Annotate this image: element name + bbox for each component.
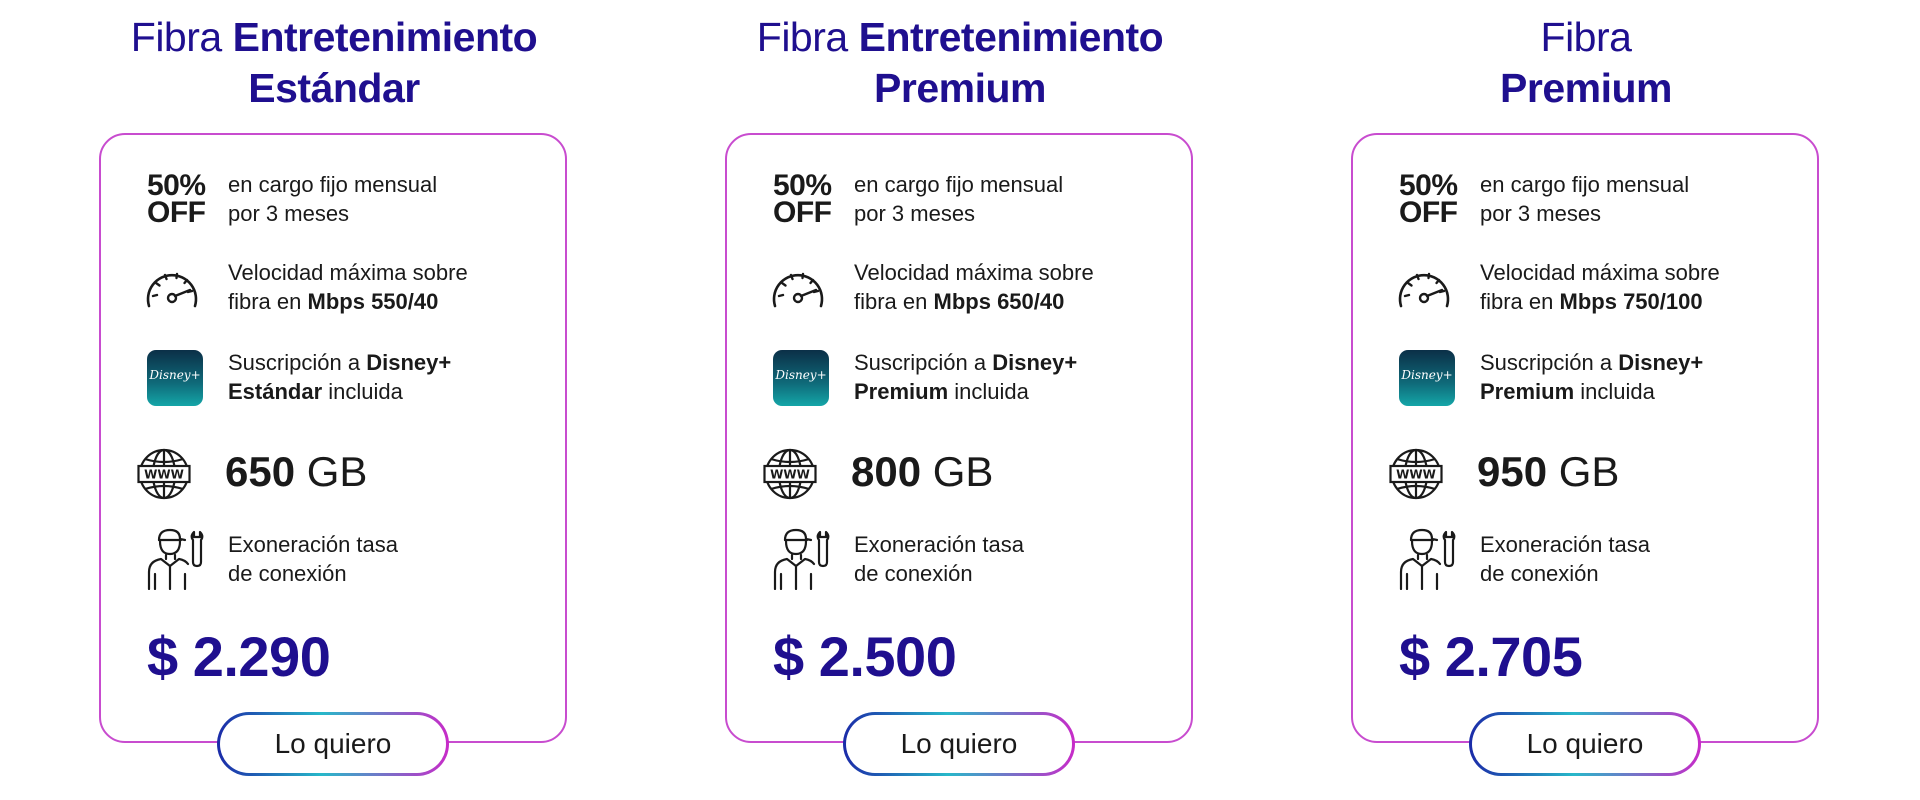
speedometer-icon bbox=[1398, 272, 1450, 308]
technician-icon bbox=[773, 528, 830, 590]
globe-www-icon: WWW bbox=[763, 448, 817, 500]
speed-value: Mbps 650/40 bbox=[933, 289, 1065, 314]
plan-card-entretenimiento-premium: Fibra Entretenimiento Premium 50% OFF en… bbox=[725, 0, 1195, 800]
waiver-text: Exoneración tasa de conexión bbox=[228, 532, 398, 586]
price: $ 2.705 bbox=[1399, 625, 1583, 688]
plan-title: Fibra Premium bbox=[1500, 14, 1672, 111]
lo-quiero-label: Lo quiero bbox=[220, 715, 446, 773]
discount-badge: 50% OFF bbox=[147, 169, 206, 229]
svg-text:WWW: WWW bbox=[770, 468, 810, 482]
disney-plus-icon: Disney+ bbox=[773, 350, 829, 406]
disney-plus-icon: Disney+ bbox=[147, 350, 203, 406]
speed-value: Mbps 550/40 bbox=[307, 289, 439, 314]
discount-text: en cargo fijo mensual por 3 meses bbox=[854, 172, 1064, 226]
lo-quiero-button[interactable]: Lo quiero bbox=[217, 712, 449, 776]
disney-plus-icon: Disney+ bbox=[1399, 350, 1455, 406]
waiver-text: Exoneración tasa de conexión bbox=[1480, 532, 1650, 586]
globe-www-icon: WWW bbox=[1389, 448, 1443, 500]
price: $ 2.290 bbox=[147, 625, 331, 688]
plan-card: 50% OFF en cargo fijo mensual por 3 mese… bbox=[725, 133, 1193, 743]
technician-icon bbox=[147, 528, 204, 590]
speedometer-icon bbox=[772, 272, 824, 308]
disney-text: Suscripción a Disney+ Estándar incluida bbox=[228, 350, 452, 404]
plan-title: Fibra Entretenimiento Premium bbox=[756, 14, 1164, 111]
lo-quiero-label: Lo quiero bbox=[846, 715, 1072, 773]
lo-quiero-button[interactable]: Lo quiero bbox=[1469, 712, 1701, 776]
plan-title: Fibra Entretenimiento Estándar bbox=[130, 14, 538, 111]
speed-text: Velocidad máxima sobre fibra en Mbps 750… bbox=[1480, 260, 1720, 314]
plan-card: 50% OFF en cargo fijo mensual por 3 mese… bbox=[99, 133, 567, 743]
disney-text: Suscripción a Disney+ Premium incluida bbox=[1480, 350, 1704, 404]
data-allowance: 650 GB bbox=[225, 448, 368, 495]
lo-quiero-label: Lo quiero bbox=[1472, 715, 1698, 773]
lo-quiero-button[interactable]: Lo quiero bbox=[843, 712, 1075, 776]
speedometer-icon bbox=[146, 272, 198, 308]
globe-www-icon: WWW bbox=[137, 448, 191, 500]
discount-text: en cargo fijo mensual por 3 meses bbox=[228, 172, 438, 226]
speed-value: Mbps 750/100 bbox=[1559, 289, 1703, 314]
plan-card-entretenimiento-estandar: Fibra Entretenimiento Estándar 50% OFF e… bbox=[99, 0, 569, 800]
discount-text: en cargo fijo mensual por 3 meses bbox=[1480, 172, 1690, 226]
waiver-text: Exoneración tasa de conexión bbox=[854, 532, 1024, 586]
plan-card-fibra-premium: Fibra Premium 50% OFF en cargo fijo mens… bbox=[1351, 0, 1821, 800]
technician-icon bbox=[1399, 528, 1456, 590]
disney-text: Suscripción a Disney+ Premium incluida bbox=[854, 350, 1078, 404]
speed-text: Velocidad máxima sobre fibra en Mbps 650… bbox=[854, 260, 1094, 314]
svg-text:WWW: WWW bbox=[144, 468, 184, 482]
data-allowance: 800 GB bbox=[851, 448, 994, 495]
discount-badge: 50% OFF bbox=[1399, 169, 1458, 229]
speed-text: Velocidad máxima sobre fibra en Mbps 550… bbox=[228, 260, 468, 314]
price: $ 2.500 bbox=[773, 625, 957, 688]
plan-card: 50% OFF en cargo fijo mensual por 3 mese… bbox=[1351, 133, 1819, 743]
discount-badge: 50% OFF bbox=[773, 169, 832, 229]
svg-text:WWW: WWW bbox=[1396, 468, 1436, 482]
data-allowance: 950 GB bbox=[1477, 448, 1620, 495]
